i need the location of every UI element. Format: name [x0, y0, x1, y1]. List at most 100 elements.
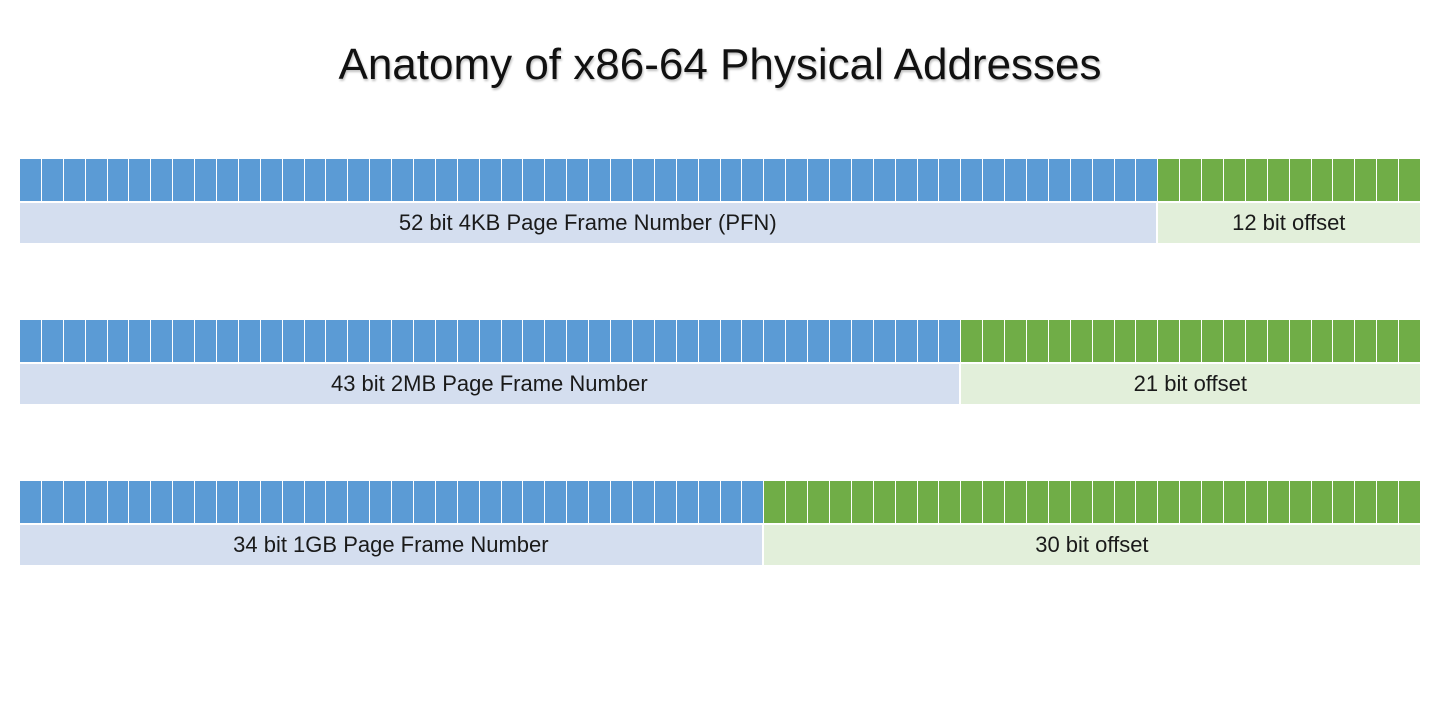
pfn-bit: [501, 159, 524, 201]
segment-labels: 52 bit 4KB Page Frame Number (PFN) 12 bi…: [20, 203, 1420, 243]
pfn-bit: [873, 159, 896, 201]
pfn-bit: [85, 320, 108, 362]
pfn-bit: [63, 159, 86, 201]
pfn-bit: [217, 159, 239, 201]
pfn-bit: [611, 159, 633, 201]
offset-bit: [1289, 481, 1312, 523]
pfn-bit: [129, 159, 152, 201]
pfn-bit: [151, 320, 174, 362]
segment-labels: 43 bit 2MB Page Frame Number 21 bit offs…: [20, 364, 1420, 404]
pfn-bit: [370, 481, 393, 523]
pfn-bit: [435, 320, 458, 362]
offset-bit: [983, 481, 1006, 523]
pfn-bit: [742, 320, 765, 362]
pfn-bit: [589, 481, 612, 523]
pfn-bit: [523, 159, 546, 201]
pfn-bit: [238, 320, 261, 362]
pfn-bit: [808, 159, 830, 201]
pfn-bit: [435, 481, 458, 523]
pfn-bit: [939, 159, 962, 201]
pfn-bit: [479, 320, 502, 362]
pfn-bit: [873, 320, 896, 362]
pfn-bit: [195, 320, 218, 362]
offset-bit: [1158, 320, 1181, 362]
offset-bit: [1355, 320, 1378, 362]
offset-bit: [1399, 159, 1420, 201]
pfn-bit: [173, 481, 196, 523]
pfn-bit: [238, 481, 261, 523]
offset-bit: [829, 481, 852, 523]
address-row-2mb: 43 bit 2MB Page Frame Number 21 bit offs…: [20, 320, 1420, 404]
offset-bit: [1092, 481, 1115, 523]
pfn-bit: [151, 481, 174, 523]
pfn-bit: [676, 481, 699, 523]
pfn-bit: [501, 481, 524, 523]
pfn-bit: [589, 320, 612, 362]
offset-bit: [851, 481, 874, 523]
pfn-bit: [414, 320, 436, 362]
pfn-bit: [851, 320, 874, 362]
pfn-bit: [348, 159, 371, 201]
pfn-bit: [129, 481, 152, 523]
offset-bit: [1202, 159, 1224, 201]
pfn-bit: [589, 159, 612, 201]
pfn-bit: [173, 159, 196, 201]
pfn-bit: [523, 320, 546, 362]
offset-bit: [1048, 320, 1071, 362]
address-row-1gb: 34 bit 1GB Page Frame Number 30 bit offs…: [20, 481, 1420, 565]
pfn-bit: [786, 159, 809, 201]
offset-bit: [1311, 320, 1334, 362]
offset-label: 12 bit offset: [1157, 203, 1420, 243]
pfn-bit: [217, 320, 239, 362]
offset-bit: [1158, 159, 1181, 201]
pfn-bit: [304, 320, 327, 362]
pfn-bit: [20, 320, 42, 362]
pfn-bit: [392, 159, 415, 201]
offset-bit: [1070, 320, 1093, 362]
offset-bit: [1223, 320, 1246, 362]
pfn-bit: [808, 320, 830, 362]
pfn-bit: [41, 159, 64, 201]
pfn-bit: [632, 481, 655, 523]
offset-bit: [1245, 320, 1268, 362]
pfn-bit: [326, 320, 349, 362]
pfn-bit: [348, 481, 371, 523]
offset-bit: [1136, 320, 1159, 362]
offset-bit: [1223, 159, 1246, 201]
pfn-bit: [654, 159, 677, 201]
pfn-bit: [742, 159, 765, 201]
pfn-bit: [764, 159, 787, 201]
pfn-bit: [348, 320, 371, 362]
offset-bit: [1377, 320, 1400, 362]
offset-bit: [1202, 481, 1224, 523]
offset-bit: [917, 481, 940, 523]
pfn-bit: [479, 159, 502, 201]
pfn-bit: [457, 481, 480, 523]
pfn-bit: [260, 320, 283, 362]
offset-bit: [1355, 159, 1378, 201]
pfn-bit: [545, 320, 568, 362]
offset-bit: [1289, 159, 1312, 201]
pfn-bit: [238, 159, 261, 201]
offset-bit: [1005, 481, 1027, 523]
offset-bit: [1333, 481, 1356, 523]
pfn-bit: [698, 159, 721, 201]
offset-bit: [983, 320, 1006, 362]
pfn-bit: [1026, 159, 1049, 201]
pfn-bit: [654, 481, 677, 523]
pfn-bit: [501, 320, 524, 362]
offset-bit: [961, 481, 984, 523]
pfn-label: 43 bit 2MB Page Frame Number: [20, 364, 961, 404]
offset-bit: [1267, 159, 1290, 201]
pfn-bit: [654, 320, 677, 362]
pfn-bit: [457, 159, 480, 201]
pfn-bit: [829, 320, 852, 362]
pfn-bit: [632, 320, 655, 362]
pfn-bit: [983, 159, 1006, 201]
pfn-bit: [545, 481, 568, 523]
offset-bit: [1114, 481, 1137, 523]
diagram-title: Anatomy of x86-64 Physical Addresses: [338, 40, 1102, 89]
pfn-bit: [151, 159, 174, 201]
pfn-bit: [676, 320, 699, 362]
pfn-bit: [567, 481, 590, 523]
